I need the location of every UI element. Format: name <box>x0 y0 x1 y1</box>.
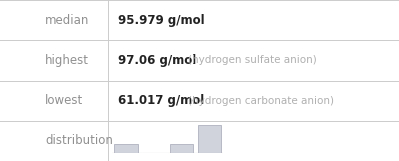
Text: (hydrogen carbonate anion): (hydrogen carbonate anion) <box>188 96 334 106</box>
Text: median: median <box>45 14 90 27</box>
Bar <box>170 144 194 153</box>
Text: distribution: distribution <box>45 134 113 147</box>
Text: highest: highest <box>45 54 89 67</box>
Bar <box>198 125 221 153</box>
Text: lowest: lowest <box>45 94 83 107</box>
Text: 95.979 g/mol: 95.979 g/mol <box>118 14 204 27</box>
Text: 61.017 g/mol: 61.017 g/mol <box>118 94 204 107</box>
Text: 97.06 g/mol: 97.06 g/mol <box>118 54 196 67</box>
Text: (hydrogen sulfate anion): (hydrogen sulfate anion) <box>188 55 316 65</box>
Bar <box>114 144 138 153</box>
